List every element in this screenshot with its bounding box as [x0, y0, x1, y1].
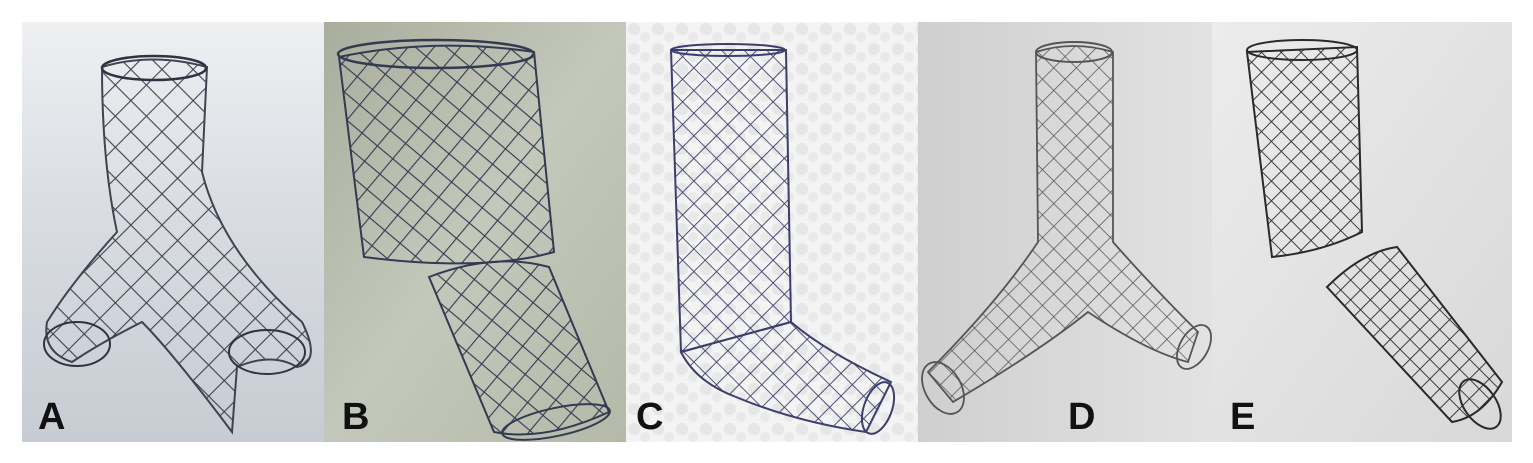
stent-e-photo: [1212, 22, 1512, 442]
stent-c-photo: [626, 22, 918, 442]
stent-b-photo: [324, 22, 626, 442]
panel-d: D: [918, 22, 1212, 442]
panel-label-a: A: [38, 396, 66, 438]
panel-c: C: [626, 22, 918, 442]
panel-label-c: C: [636, 396, 664, 438]
panel-b: B: [324, 22, 626, 442]
panel-e: E: [1212, 22, 1512, 442]
panel-a: A: [22, 22, 324, 442]
panel-label-b: B: [342, 396, 370, 438]
figure-strip: A B: [22, 22, 1512, 442]
stent-a-photo: [22, 22, 324, 442]
stent-d-photo: [918, 22, 1212, 442]
panel-label-e: E: [1230, 396, 1256, 438]
panel-label-d: D: [1068, 396, 1096, 438]
